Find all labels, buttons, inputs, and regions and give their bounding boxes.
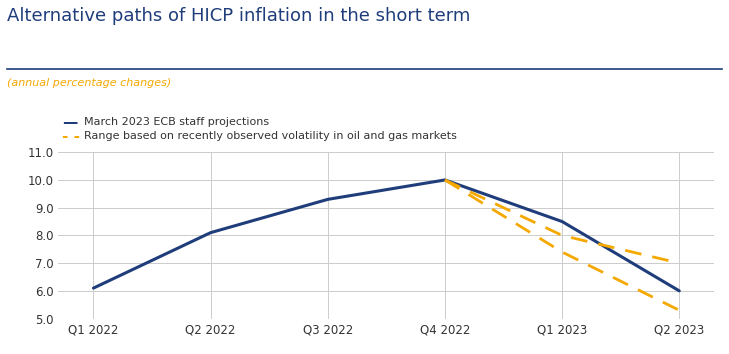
Text: - -: - - <box>62 129 80 144</box>
Text: Range based on recently observed volatility in oil and gas markets: Range based on recently observed volatil… <box>84 131 456 141</box>
Text: Alternative paths of HICP inflation in the short term: Alternative paths of HICP inflation in t… <box>7 7 471 25</box>
Text: (annual percentage changes): (annual percentage changes) <box>7 78 171 88</box>
Text: —: — <box>62 115 77 130</box>
Text: March 2023 ECB staff projections: March 2023 ECB staff projections <box>84 117 269 127</box>
